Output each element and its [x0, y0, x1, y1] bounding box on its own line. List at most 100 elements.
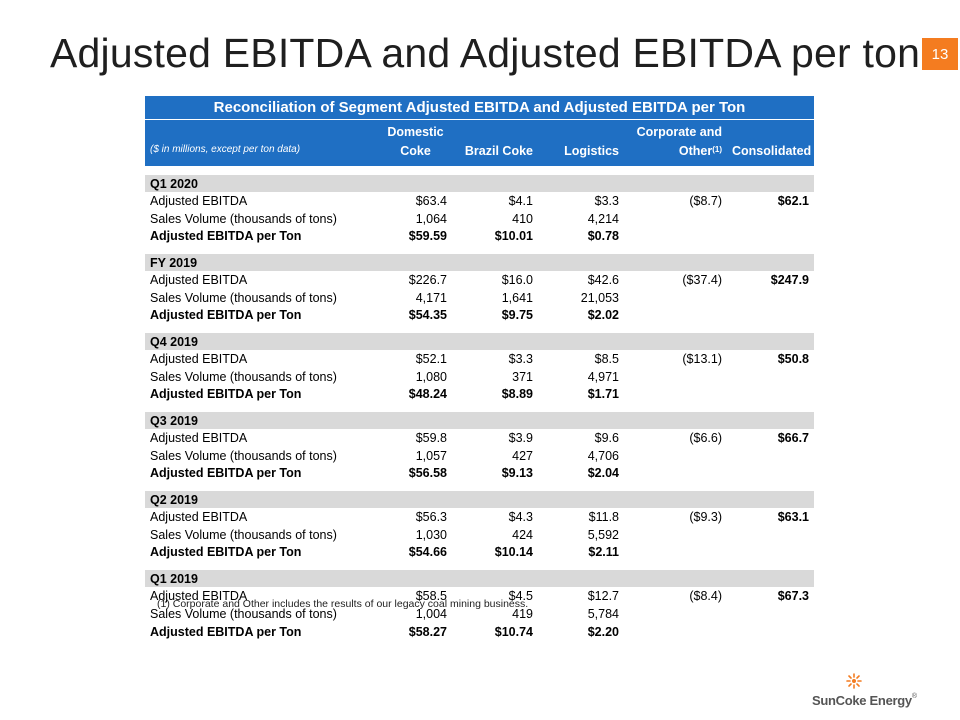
table-row: Adjusted EBITDA per Ton $48.24 $8.89 $1.71 — [145, 386, 814, 404]
spacer-cell — [145, 561, 814, 570]
cell-domestic: $54.66 — [408, 545, 447, 560]
col-header-domestic-line1: Domestic — [387, 125, 444, 139]
section-header-row: Q4 2019 — [145, 333, 814, 351]
suncoke-logo: SunCoke Energy® — [812, 673, 917, 708]
spacer-row — [145, 482, 814, 491]
cell-corporate — [624, 368, 727, 386]
cell-consolidated — [727, 544, 814, 562]
slide-title: Adjusted EBITDA and Adjusted EBITDA per … — [50, 30, 921, 76]
cell-corporate: ($9.3) — [689, 510, 722, 525]
cell-consolidated: $62.1 — [777, 193, 809, 208]
cell-domestic: $58.27 — [408, 624, 447, 639]
cell-consolidated — [727, 368, 814, 386]
cell-logistics: $1.71 — [587, 387, 619, 402]
logo-registered-mark: ® — [911, 693, 917, 700]
col-header-domestic-line2: Coke — [400, 144, 431, 158]
cell-logistics: 4,214 — [587, 211, 619, 226]
cell-corporate — [624, 227, 727, 245]
row-label: Adjusted EBITDA — [150, 193, 248, 208]
table-body: Q1 2020 Adjusted EBITDA $63.4 $4.1 $3.3 ($8.7… — [145, 166, 814, 640]
table-title: Reconciliation of Segment Adjusted EBITD… — [145, 96, 814, 120]
cell-brazil: 424 — [512, 527, 533, 542]
spacer-row — [145, 324, 814, 333]
cell-logistics: $12.7 — [587, 589, 619, 604]
cell-logistics: $2.04 — [587, 466, 619, 481]
cell-domestic: $52.1 — [415, 351, 447, 366]
cell-consolidated — [727, 526, 814, 544]
table-row: Sales Volume (thousands of tons) 1,057 427… — [145, 447, 814, 465]
units-note: ($ in millions, except per ton data) — [145, 119, 379, 166]
cell-domestic: $226.7 — [408, 272, 447, 287]
cell-logistics: $3.3 — [594, 193, 619, 208]
cell-domestic: $56.58 — [408, 466, 447, 481]
cell-corporate — [624, 306, 727, 324]
col-header-domestic: Domestic Coke — [379, 119, 452, 166]
cell-consolidated: $63.1 — [777, 510, 809, 525]
cell-logistics: $0.78 — [587, 229, 619, 244]
cell-consolidated — [727, 210, 814, 228]
cell-domestic: $59.8 — [415, 431, 447, 446]
section-header: Q1 2020 — [145, 175, 814, 192]
table-title-row: Reconciliation of Segment Adjusted EBITD… — [145, 96, 814, 120]
cell-corporate — [624, 623, 727, 641]
cell-consolidated: $67.3 — [777, 589, 809, 604]
table-row: Adjusted EBITDA $63.4 $4.1 $3.3 ($8.7) $62.1 — [145, 192, 814, 210]
cell-domestic: $58.5 — [415, 589, 447, 604]
col-header-logistics: Logistics — [538, 119, 624, 166]
section-header-row: Q1 2020 — [145, 175, 814, 192]
table-row: Adjusted EBITDA $59.8 $3.9 $9.6 ($6.6) $66.7 — [145, 429, 814, 447]
section-header: Q4 2019 — [145, 333, 814, 351]
cell-corporate — [624, 544, 727, 562]
cell-consolidated — [727, 306, 814, 324]
col-header-consolidated: Consolidated — [727, 119, 814, 166]
cell-consolidated: $247.9 — [770, 272, 809, 287]
sun-logo-icon — [846, 673, 862, 689]
row-label: Sales Volume (thousands of tons) — [150, 211, 337, 226]
cell-consolidated — [727, 465, 814, 483]
table-row: Adjusted EBITDA $226.7 $16.0 $42.6 ($37.4) $2… — [145, 271, 814, 289]
section-header: Q3 2019 — [145, 412, 814, 430]
cell-brazil: 410 — [512, 211, 533, 226]
table-header-row: ($ in millions, except per ton data) Dom… — [145, 119, 814, 166]
cell-logistics: 21,053 — [580, 290, 619, 305]
spacer-cell — [145, 245, 814, 254]
cell-domestic: $63.4 — [415, 193, 447, 208]
row-label: Adjusted EBITDA per Ton — [150, 387, 302, 402]
table-row: Adjusted EBITDA per Ton $59.59 $10.01 $0.78 — [145, 227, 814, 245]
row-label: Adjusted EBITDA per Ton — [150, 545, 302, 560]
row-label: Sales Volume (thousands of tons) — [150, 369, 337, 384]
row-label: Sales Volume (thousands of tons) — [150, 448, 337, 463]
cell-brazil: 371 — [512, 369, 533, 384]
table-row: Sales Volume (thousands of tons) 1,030 424… — [145, 526, 814, 544]
table-row: Adjusted EBITDA $56.3 $4.3 $11.8 ($9.3) $63.1 — [145, 508, 814, 526]
cell-corporate — [624, 526, 727, 544]
cell-brazil: 419 — [512, 606, 533, 621]
cell-brazil: $3.9 — [508, 431, 533, 446]
cell-brazil: $3.3 — [508, 351, 533, 366]
cell-brazil: $16.0 — [501, 272, 533, 287]
table-row: Adjusted EBITDA per Ton $56.58 $9.13 $2.04 — [145, 465, 814, 483]
table-row: Sales Volume (thousands of tons) 1,004 419… — [145, 605, 814, 623]
cell-consolidated — [727, 623, 814, 641]
section-header-row: Q3 2019 — [145, 412, 814, 430]
table-row: Adjusted EBITDA $58.5 $4.5 $12.7 ($8.4) $67.3 — [145, 587, 814, 605]
spacer-row — [145, 166, 814, 175]
reconciliation-table: Reconciliation of Segment Adjusted EBITD… — [145, 96, 814, 640]
cell-logistics: $8.5 — [594, 351, 619, 366]
spacer-cell — [145, 482, 814, 491]
cell-corporate — [624, 465, 727, 483]
row-label: Adjusted EBITDA per Ton — [150, 229, 302, 244]
cell-logistics: $2.11 — [588, 545, 619, 560]
row-label: Adjusted EBITDA per Ton — [150, 308, 302, 323]
page-number-badge: 13 — [922, 38, 958, 70]
cell-logistics: $2.02 — [587, 308, 619, 323]
table-row: Sales Volume (thousands of tons) 4,171 1,6… — [145, 289, 814, 307]
section-header-row: Q1 2019 — [145, 570, 814, 588]
col-header-corporate: Corporate and Other(1) — [624, 119, 727, 166]
cell-brazil: $10.14 — [494, 545, 533, 560]
section-header-row: Q2 2019 — [145, 491, 814, 509]
row-label: Adjusted EBITDA — [150, 589, 248, 604]
row-label: Adjusted EBITDA — [150, 272, 248, 287]
spacer-row — [145, 403, 814, 412]
cell-brazil: $10.74 — [494, 624, 533, 639]
